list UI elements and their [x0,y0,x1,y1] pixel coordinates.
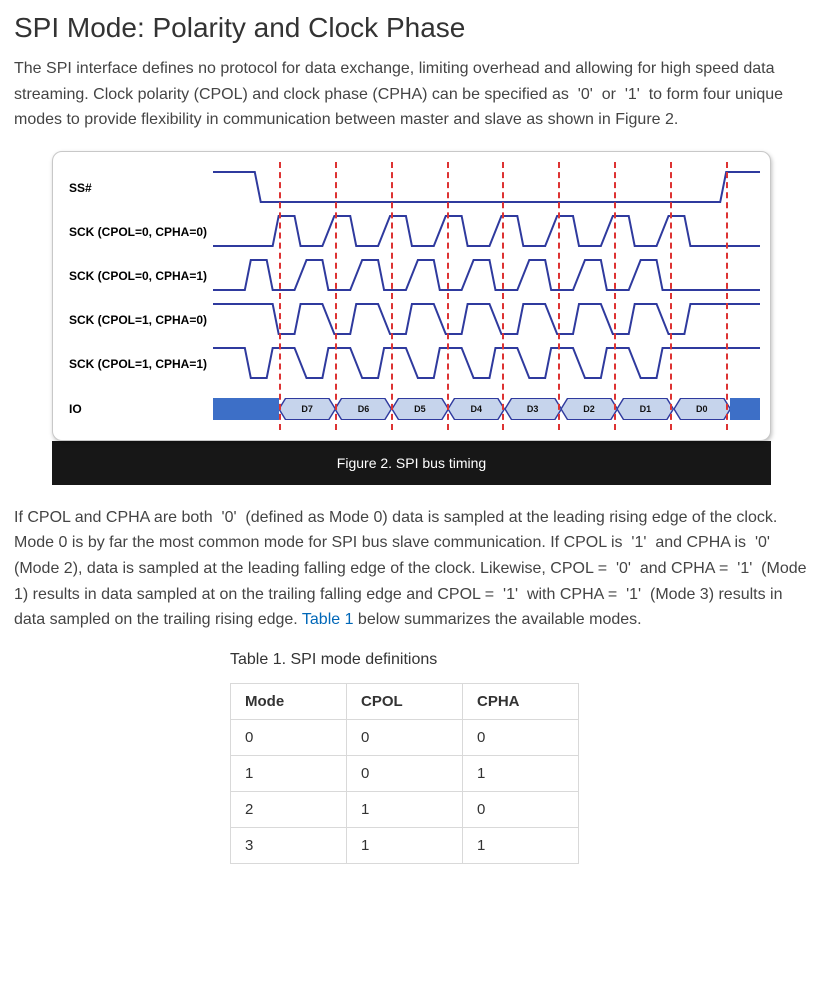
text: and CPHA is [651,534,751,551]
table-cell: 1 [231,755,347,791]
explanation-paragraph: If CPOL and CPHA are both '0' (defined a… [14,505,809,633]
signal-wave-ss [213,166,760,210]
table-body: 000101210311 [231,719,579,863]
table-row: 101 [231,755,579,791]
table-cell: 1 [463,827,579,863]
table-row: 000 [231,719,579,755]
signal-row-io: IO D7 D6 D5 D4 D3 D2 D1 D0 [63,392,760,426]
table-cell: 1 [347,791,463,827]
table-1: Table 1. SPI mode definitions Mode CPOL … [230,651,809,864]
io-data-label: D3 [527,404,539,414]
figure-caption: Figure 2. SPI bus timing [52,441,771,485]
table-cell: 0 [347,755,463,791]
io-data-cell: D1 [617,398,673,420]
signal-wave-sck01 [213,254,760,298]
timing-diagram: SS# SCK (CPOL=0, CPHA=0) SCK (CPOL=0, CP… [52,151,771,441]
io-data-label: D1 [640,404,652,414]
signal-label: SCK (CPOL=0, CPHA=1) [63,269,213,283]
table-cell: 2 [231,791,347,827]
literal: '1' [499,586,523,603]
io-data-cell: D6 [335,398,391,420]
table-cell: 1 [347,827,463,863]
table-1-link[interactable]: Table 1 [302,611,354,628]
table-header: Mode [231,683,347,719]
signal-row-ss: SS# [63,166,760,210]
io-trail-bar [730,398,760,420]
signal-row-sck11: SCK (CPOL=1, CPHA=1) [63,342,760,386]
table-cell: 0 [347,719,463,755]
io-data-cell: D7 [279,398,335,420]
literal: '0' [751,534,775,551]
signal-label: SCK (CPOL=1, CPHA=1) [63,357,213,371]
signal-row-sck01: SCK (CPOL=0, CPHA=1) [63,254,760,298]
io-data-label: D7 [301,404,313,414]
modes-table: Mode CPOL CPHA 000101210311 [230,683,579,864]
signal-label: SCK (CPOL=0, CPHA=0) [63,225,213,239]
literal: '1' [733,560,757,577]
io-data-cell: D2 [561,398,617,420]
text: or [597,86,620,103]
io-data-cell: D4 [448,398,504,420]
table-cell: 3 [231,827,347,863]
literal: '0' [217,509,241,526]
signal-row-sck10: SCK (CPOL=1, CPHA=0) [63,298,760,342]
table-cell: 0 [463,719,579,755]
io-data-cell: D5 [392,398,448,420]
io-data-cells: D7 D6 D5 D4 D3 D2 D1 D0 [279,398,730,420]
io-data-label: D5 [414,404,426,414]
table-row: 210 [231,791,579,827]
text: and CPHA = [635,560,732,577]
table-cell: 1 [463,755,579,791]
text: If CPOL and CPHA are both [14,509,217,526]
table-header: CPHA [463,683,579,719]
io-data-label: D0 [696,404,708,414]
io-lead-bar [213,398,279,420]
table-header-row: Mode CPOL CPHA [231,683,579,719]
intro-paragraph: The SPI interface defines no protocol fo… [14,56,809,133]
signal-label: SCK (CPOL=1, CPHA=0) [63,313,213,327]
signal-wave-sck11 [213,342,760,386]
text: with CPHA = [523,586,622,603]
table-header: CPOL [347,683,463,719]
io-track: D7 D6 D5 D4 D3 D2 D1 D0 [213,398,760,420]
signal-wave-sck10 [213,298,760,342]
io-data-cell: D0 [674,398,730,420]
literal-0: '0' [573,86,597,103]
literal-1: '1' [620,86,644,103]
table-title: Table 1. SPI mode definitions [230,651,809,669]
literal: '1' [627,534,651,551]
text: below summarizes the available modes. [353,611,641,628]
literal: '1' [622,586,646,603]
signal-label: IO [63,402,213,416]
io-data-label: D6 [358,404,370,414]
page-title: SPI Mode: Polarity and Clock Phase [14,12,809,44]
signal-label: SS# [63,181,213,195]
signal-wave-sck00 [213,210,760,254]
table-cell: 0 [231,719,347,755]
io-data-cell: D3 [505,398,561,420]
literal: '0' [612,560,636,577]
text: (Mode 2), data is sampled at the leading… [14,560,612,577]
figure-2: SS# SCK (CPOL=0, CPHA=0) SCK (CPOL=0, CP… [14,151,809,485]
table-row: 311 [231,827,579,863]
io-data-label: D4 [471,404,483,414]
io-data-label: D2 [583,404,595,414]
table-cell: 0 [463,791,579,827]
signal-row-sck00: SCK (CPOL=0, CPHA=0) [63,210,760,254]
